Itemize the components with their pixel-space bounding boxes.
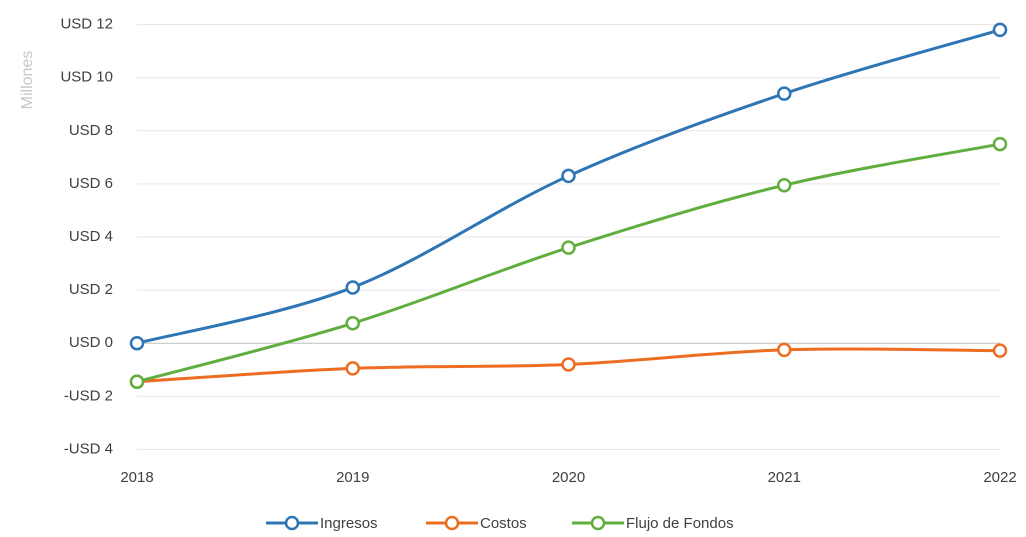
x-tick-label: 2022 xyxy=(983,469,1016,486)
y-tick-label: USD 8 xyxy=(69,122,113,139)
series-line xyxy=(136,28,1001,345)
y-tick-label: USD 12 xyxy=(60,16,113,33)
y-axis-label: Millones xyxy=(19,51,36,110)
legend-label: Ingresos xyxy=(320,515,378,532)
legend-marker xyxy=(284,515,300,531)
point-marker xyxy=(129,374,145,389)
point-marker xyxy=(561,168,576,184)
y-tick-label: USD 0 xyxy=(69,334,113,351)
legend-marker xyxy=(444,515,460,531)
y-tick-label: USD 2 xyxy=(69,281,113,298)
x-tick-label: 2020 xyxy=(552,469,585,486)
point-marker xyxy=(777,342,792,358)
y-tick-label: USD 6 xyxy=(69,175,113,192)
point-marker xyxy=(345,316,360,331)
point-marker xyxy=(777,86,792,101)
x-tick-label: 2018 xyxy=(120,469,153,486)
x-tick-label: 2021 xyxy=(768,469,801,486)
point-marker xyxy=(345,361,360,376)
legend-label: Costos xyxy=(480,515,527,532)
legend-marker xyxy=(590,515,606,531)
legend-label: Flujo de Fondos xyxy=(626,515,734,532)
y-tick-label: -USD 2 xyxy=(64,387,113,404)
point-marker xyxy=(129,335,145,351)
y-tick-label: -USD 4 xyxy=(64,440,113,457)
y-tick-label: USD 10 xyxy=(60,69,113,86)
x-tick-label: 2019 xyxy=(336,469,369,486)
point-marker xyxy=(777,177,792,193)
point-marker xyxy=(992,22,1008,38)
point-marker xyxy=(992,136,1008,152)
point-marker xyxy=(561,240,576,255)
y-tick-label: USD 4 xyxy=(69,228,113,245)
point-marker xyxy=(992,343,1008,358)
point-marker xyxy=(561,357,576,372)
point-marker xyxy=(345,280,360,295)
